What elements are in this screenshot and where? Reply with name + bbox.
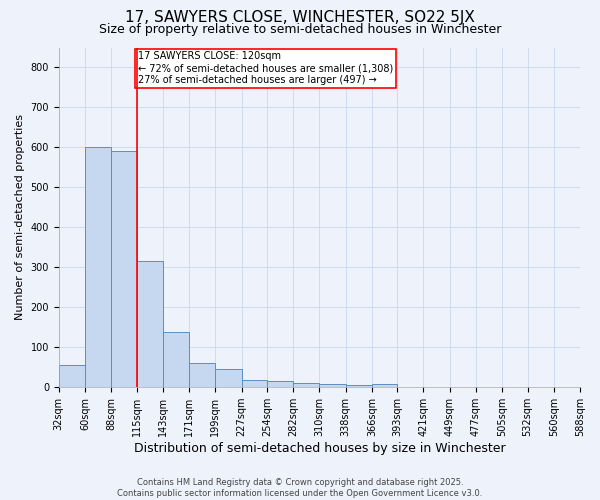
Bar bbox=[163, 332, 189, 387]
Bar bbox=[85, 148, 111, 387]
Bar bbox=[346, 385, 372, 387]
Bar bbox=[137, 262, 163, 387]
Text: 17 SAWYERS CLOSE: 120sqm
← 72% of semi-detached houses are smaller (1,308)
27% o: 17 SAWYERS CLOSE: 120sqm ← 72% of semi-d… bbox=[137, 52, 393, 84]
Bar bbox=[242, 380, 267, 387]
Bar bbox=[189, 363, 215, 387]
Bar bbox=[215, 369, 242, 387]
Y-axis label: Number of semi-detached properties: Number of semi-detached properties bbox=[15, 114, 25, 320]
Bar bbox=[372, 384, 397, 387]
Bar bbox=[319, 384, 346, 387]
Bar bbox=[111, 152, 137, 387]
Text: Contains HM Land Registry data © Crown copyright and database right 2025.
Contai: Contains HM Land Registry data © Crown c… bbox=[118, 478, 482, 498]
Bar bbox=[293, 383, 319, 387]
Bar bbox=[59, 365, 85, 387]
Text: Size of property relative to semi-detached houses in Winchester: Size of property relative to semi-detach… bbox=[99, 22, 501, 36]
Bar bbox=[267, 381, 293, 387]
Text: 17, SAWYERS CLOSE, WINCHESTER, SO22 5JX: 17, SAWYERS CLOSE, WINCHESTER, SO22 5JX bbox=[125, 10, 475, 25]
X-axis label: Distribution of semi-detached houses by size in Winchester: Distribution of semi-detached houses by … bbox=[134, 442, 505, 455]
